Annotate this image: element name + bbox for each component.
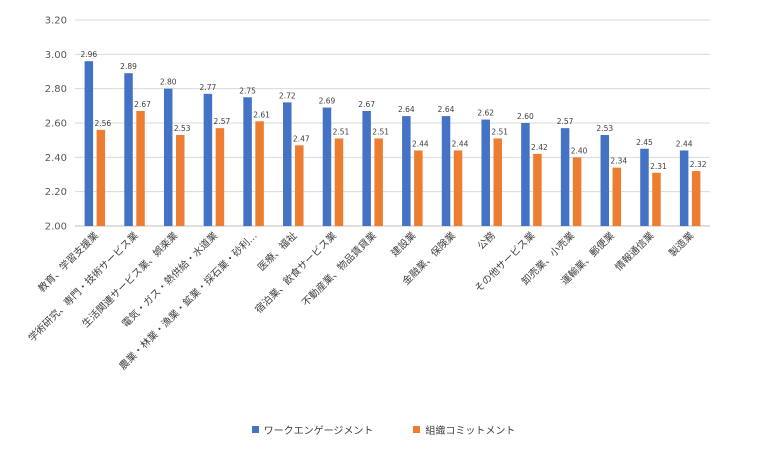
- y-tick-label: 2.00: [45, 222, 67, 233]
- bar-org-commitment: [493, 138, 502, 226]
- bar-org-commitment: [572, 157, 582, 226]
- data-label-org-commitment: 2.56: [94, 119, 111, 128]
- y-tick-label: 3.00: [45, 50, 67, 61]
- bar-org-commitment: [175, 135, 185, 226]
- data-label-org-commitment: 2.34: [610, 157, 627, 166]
- y-tick-label: 2.40: [45, 153, 67, 164]
- x-category-label: 医療、福祉: [255, 229, 300, 274]
- bar-org-commitment: [255, 121, 264, 226]
- data-label-org-commitment: 2.51: [491, 127, 508, 136]
- bar-org-commitment: [295, 145, 304, 226]
- bar-org-commitment: [96, 129, 106, 226]
- bar-work-engagement: [402, 116, 411, 226]
- data-label-work-engagement: 2.77: [200, 83, 217, 92]
- y-tick-label: 2.20: [45, 187, 67, 198]
- legend-item-org-commitment: 組織コミットメント: [413, 422, 515, 437]
- bar-work-engagement: [322, 107, 332, 226]
- data-label-work-engagement: 2.89: [120, 62, 137, 71]
- data-label-work-engagement: 2.67: [358, 100, 375, 109]
- x-category-label: 情報通信業: [612, 229, 657, 274]
- data-label-org-commitment: 2.32: [690, 160, 707, 169]
- data-label-work-engagement: 2.44: [676, 139, 693, 148]
- bar-work-engagement: [84, 61, 94, 227]
- data-label-org-commitment: 2.51: [372, 127, 389, 136]
- bar-work-engagement: [521, 123, 530, 226]
- data-label-org-commitment: 2.44: [452, 139, 469, 148]
- y-tick-label: 2.80: [45, 84, 67, 95]
- bar-org-commitment: [691, 171, 701, 226]
- bar-work-engagement: [283, 102, 292, 226]
- bar-org-commitment: [533, 153, 542, 226]
- bar-work-engagement: [441, 116, 451, 226]
- bar-work-engagement: [600, 135, 610, 226]
- data-label-work-engagement: 2.75: [239, 86, 256, 95]
- legend-swatch-work-engagement: [251, 426, 259, 433]
- bar-org-commitment: [612, 167, 622, 226]
- bar-org-commitment: [652, 172, 661, 226]
- x-category-label: 宿泊業、飲食サービス業: [252, 229, 339, 316]
- data-label-org-commitment: 2.61: [253, 110, 270, 119]
- data-label-org-commitment: 2.47: [293, 134, 310, 143]
- bar-org-commitment: [374, 138, 383, 226]
- bar-work-engagement: [679, 150, 689, 226]
- data-label-org-commitment: 2.51: [333, 127, 350, 136]
- bar-work-engagement: [481, 119, 490, 226]
- y-axis-ticks: 2.00 2.20 2.40 2.60 2.80 3.00 3.20: [45, 16, 67, 233]
- data-label-org-commitment: 2.42: [531, 143, 548, 152]
- x-category-label: 農業・林業・漁業・鉱業・採石業・砂利…: [116, 229, 260, 373]
- x-category-label: 建設業: [388, 229, 418, 259]
- data-label-work-engagement: 2.60: [517, 112, 534, 121]
- data-label-org-commitment: 2.44: [412, 139, 429, 148]
- data-label-work-engagement: 2.80: [160, 78, 177, 87]
- data-label-org-commitment: 2.57: [214, 117, 231, 126]
- legend-swatch-org-commitment: [413, 426, 421, 433]
- bar-org-commitment: [414, 150, 423, 226]
- data-label-work-engagement: 2.53: [596, 124, 613, 133]
- data-label-org-commitment: 2.40: [571, 146, 588, 155]
- data-label-work-engagement: 2.72: [279, 91, 296, 100]
- bar-org-commitment: [215, 128, 225, 226]
- bar-work-engagement: [560, 128, 570, 226]
- data-label-work-engagement: 2.64: [398, 105, 415, 114]
- bar-work-engagement: [362, 110, 371, 226]
- x-category-label: 製造業: [666, 229, 696, 259]
- data-label-work-engagement: 2.96: [80, 50, 97, 59]
- legend-label-work-engagement: ワークエンゲージメント: [263, 426, 374, 437]
- bar-work-engagement: [163, 88, 173, 227]
- data-label-work-engagement: 2.45: [636, 138, 653, 147]
- bar-work-engagement: [640, 148, 649, 226]
- data-label-work-engagement: 2.69: [319, 97, 336, 106]
- data-label-org-commitment: 2.31: [650, 162, 667, 171]
- bar-org-commitment: [334, 138, 344, 226]
- y-tick-label: 3.20: [45, 16, 67, 27]
- data-label-work-engagement: 2.64: [438, 105, 455, 114]
- bar-work-engagement: [124, 73, 133, 226]
- legend-label-org-commitment: 組織コミットメント: [425, 426, 516, 437]
- y-tick-label: 2.60: [45, 119, 67, 130]
- x-axis-categories: 教育、学習支援業学術研究、専門・技術サービス業生活関連サービス業、娯楽業電気・ガ…: [25, 229, 696, 373]
- bar-org-commitment: [136, 110, 145, 226]
- bar-org-commitment: [453, 150, 463, 226]
- bar-work-engagement: [203, 93, 213, 226]
- legend: ワークエンゲージメント 組織コミットメント: [0, 422, 767, 437]
- x-category-label: 公務: [475, 229, 498, 252]
- data-label-org-commitment: 2.67: [134, 100, 151, 109]
- data-label-work-engagement: 2.57: [557, 117, 574, 126]
- data-label-org-commitment: 2.53: [174, 124, 191, 133]
- data-label-work-engagement: 2.62: [477, 109, 494, 118]
- data-labels: 2.96 2.56 2.89 2.67 2.80 2.53 2.77 2.57 2.75 2.61…: [80, 50, 706, 171]
- bar-work-engagement: [243, 97, 252, 226]
- x-category-label: 不動産業、物品賃貸業: [299, 229, 379, 309]
- legend-item-work-engagement: ワークエンゲージメント: [251, 422, 374, 437]
- bars: [84, 61, 701, 227]
